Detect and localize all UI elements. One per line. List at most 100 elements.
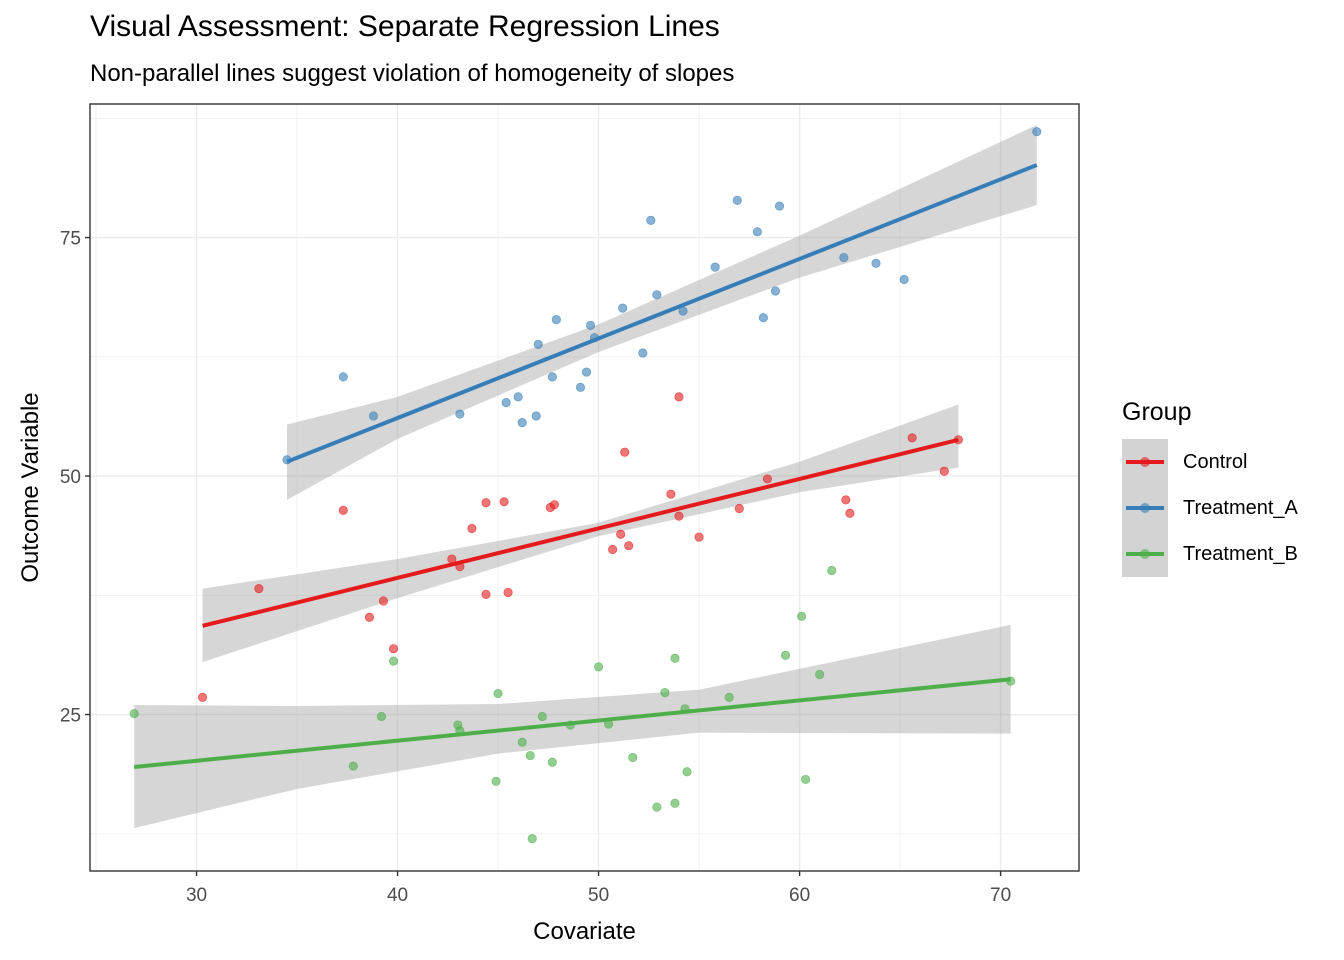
data-point-control: [666, 489, 676, 499]
data-point-control: [338, 505, 348, 515]
data-point-treatment-a: [1032, 127, 1042, 137]
chart-subtitle: Non-parallel lines suggest violation of …: [90, 60, 735, 87]
data-point-treatment-a: [758, 313, 769, 323]
data-point-control: [907, 433, 917, 443]
data-point-control: [549, 500, 559, 510]
legend-item-control: Control: [1122, 439, 1298, 485]
data-point-treatment-a: [618, 303, 628, 313]
grid: [90, 104, 1079, 871]
data-point-treatment-a: [646, 215, 656, 225]
data-point-control: [674, 511, 684, 521]
y-axis-title: Outcome Variable: [17, 392, 44, 582]
data-point-treatment-a: [517, 418, 527, 428]
x-tick-label: 40: [387, 885, 408, 906]
legend-label-treatment-a: Treatment_A: [1183, 496, 1298, 519]
data-point-treatment-b: [525, 750, 535, 761]
data-point-treatment-b: [724, 692, 734, 702]
data-point-control: [734, 503, 744, 514]
legend-item-treatment-a: Treatment_A: [1122, 485, 1298, 531]
x-axis-title: Covariate: [533, 918, 636, 945]
data-point-treatment-b: [348, 761, 358, 771]
data-point-treatment-a: [581, 367, 592, 377]
data-point-control: [197, 692, 208, 702]
legend-key-control: [1122, 439, 1168, 485]
data-point-control: [467, 523, 477, 534]
data-point-control: [762, 474, 773, 484]
data-point-treatment-a: [710, 262, 720, 272]
data-point-control: [674, 392, 684, 402]
data-point-treatment-a: [547, 372, 557, 382]
data-point-control: [254, 584, 264, 594]
data-point-control: [939, 466, 949, 476]
x-tick-label: 30: [186, 885, 207, 906]
data-point-treatment-b: [827, 565, 837, 576]
data-point-treatment-b: [537, 711, 547, 722]
data-point-treatment-b: [547, 757, 557, 767]
data-point-treatment-a: [368, 411, 379, 421]
data-point-treatment-b: [388, 656, 399, 666]
data-point-control: [608, 544, 618, 555]
data-point-treatment-a: [551, 314, 561, 325]
legend-item-treatment-b: Treatment_B: [1122, 531, 1298, 577]
data-points: [129, 127, 1042, 844]
y-tick-label: 50: [60, 467, 81, 488]
data-point-treatment-a: [839, 252, 849, 263]
data-point-control: [845, 508, 855, 518]
legend-title: Group: [1122, 398, 1192, 426]
data-point-control: [364, 612, 375, 622]
x-tick-label: 60: [789, 885, 810, 906]
regression-line-treatment-a: [286, 163, 1038, 464]
data-point-treatment-a: [585, 320, 596, 330]
panel-border: [89, 103, 1080, 872]
data-point-treatment-b: [801, 774, 811, 785]
data-point-treatment-b: [593, 662, 604, 672]
data-point-treatment-a: [732, 195, 742, 205]
data-point-treatment-a: [899, 274, 909, 285]
legend-point: [1140, 457, 1150, 467]
data-point-control: [481, 589, 491, 599]
data-point-control: [841, 495, 851, 505]
x-tick-label: 70: [990, 885, 1011, 906]
data-point-control: [694, 532, 704, 542]
regression-line-treatment-b: [134, 677, 1011, 770]
data-point-treatment-b: [493, 688, 503, 699]
data-point-treatment-b: [796, 611, 807, 621]
data-point-control: [624, 541, 634, 551]
axes: 30 40 50 60 70 25 50 75: [60, 229, 1011, 906]
data-point-treatment-b: [628, 752, 638, 763]
data-point-treatment-b: [527, 833, 537, 844]
data-point-control: [620, 447, 630, 457]
data-point-treatment-b: [670, 798, 680, 808]
data-point-treatment-b: [780, 650, 791, 661]
data-point-treatment-a: [774, 201, 785, 211]
data-point-treatment-a: [501, 397, 511, 408]
data-point-control: [499, 497, 509, 507]
regression-line-control: [202, 437, 959, 628]
data-point-treatment-a: [531, 411, 541, 421]
data-point-treatment-a: [752, 227, 762, 237]
regression-lines: [134, 163, 1038, 770]
x-tick-label: 50: [588, 885, 609, 906]
data-point-treatment-a: [338, 372, 348, 382]
data-point-treatment-b: [129, 708, 139, 719]
y-tick-label: 75: [60, 229, 81, 250]
data-point-treatment-b: [517, 737, 527, 747]
data-point-treatment-a: [533, 339, 543, 350]
legend-point: [1140, 549, 1150, 559]
legend-label-treatment-b: Treatment_B: [1183, 542, 1298, 565]
data-point-treatment-a: [455, 409, 465, 419]
data-point-control: [616, 529, 626, 539]
legend-key-treatment-b: [1122, 531, 1168, 577]
data-point-treatment-b: [652, 802, 662, 812]
data-point-treatment-a: [513, 392, 523, 402]
data-point-treatment-b: [670, 653, 680, 663]
data-point-treatment-a: [638, 348, 648, 358]
data-point-treatment-a: [575, 382, 586, 392]
data-point-treatment-b: [376, 711, 387, 722]
data-point-control: [503, 587, 513, 598]
data-point-treatment-a: [770, 286, 781, 296]
data-point-control: [388, 644, 399, 654]
data-point-treatment-b: [491, 776, 501, 786]
data-point-treatment-a: [652, 290, 662, 300]
